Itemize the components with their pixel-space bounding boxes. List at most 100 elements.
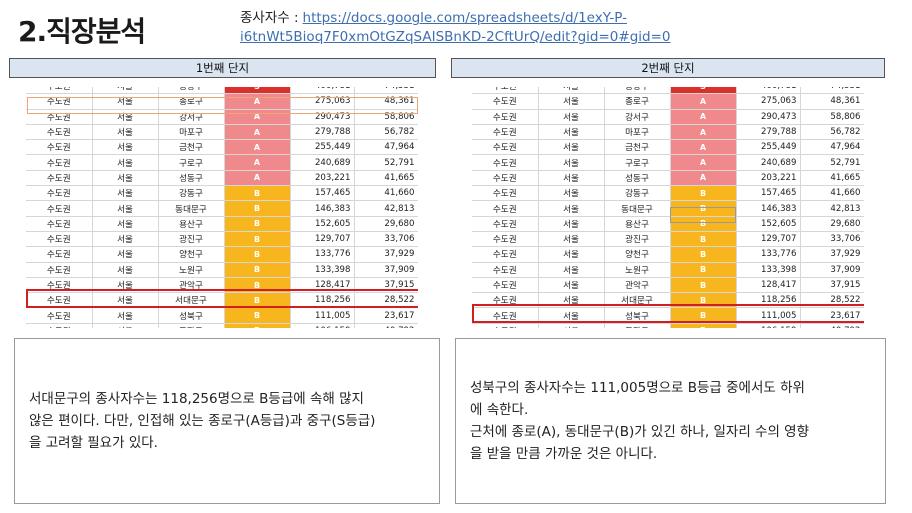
cell-workers: 23,617 xyxy=(800,307,864,324)
cell-city: 서울 xyxy=(92,307,159,324)
cell-workers: 42,813 xyxy=(800,200,864,217)
cell-city: 서울 xyxy=(92,185,159,202)
cell-grade: A xyxy=(670,154,737,171)
cell-workers: 23,617 xyxy=(354,307,418,324)
table-row: 수도권 서울 강서구 A 290,473 58,806 xyxy=(472,109,864,125)
cell-population: 133,776 xyxy=(290,246,355,263)
cell-region: 수도권 xyxy=(26,139,93,156)
cell-grade: A xyxy=(670,124,737,141)
cell-population: 255,449 xyxy=(736,139,801,156)
source-link-line2[interactable]: i6tnWt5Bioq7F0xmOtGZqSAISBnKD-2CftUrQ/ed… xyxy=(240,29,671,45)
cell-district: 용산구 xyxy=(158,216,225,232)
cell-region: 수도권 xyxy=(472,154,539,171)
cell-region: 수도권 xyxy=(26,231,93,248)
table-row: 수도권서울중랑구S400,78174,531 xyxy=(472,87,864,95)
cell-region: 수도권 xyxy=(472,124,539,141)
cell-workers: 42,813 xyxy=(354,200,418,217)
cell-city: 서울 xyxy=(538,262,605,278)
table-row: 수도권 서울 성북구 B 111,005 23,617 xyxy=(26,307,418,324)
cell-region: 수도권 xyxy=(26,246,93,263)
left-table-screenshot: 수도권서울중랑구S400,78174,531수도권서울종로구A275,06348… xyxy=(26,87,418,328)
table-row: 수도권 서울 광진구 B 129,707 33,706 xyxy=(26,231,418,248)
cell-grade: B xyxy=(224,323,291,328)
cell-workers: 29,680 xyxy=(354,216,418,232)
cell-grade: B xyxy=(670,200,737,217)
cell-district: 광진구 xyxy=(604,231,671,248)
table-row: 수도권 서울 양천구 B 133,776 37,929 xyxy=(26,246,418,263)
cell-district: 마포구 xyxy=(158,124,225,141)
cell-region: 수도권 xyxy=(472,87,539,95)
cell-city: 서울 xyxy=(538,277,605,294)
cell-district: 서대문구 xyxy=(158,292,225,309)
cell-district: 노원구 xyxy=(604,262,671,278)
cell-district: 노원구 xyxy=(158,262,225,278)
cell-population: 255,449 xyxy=(290,139,355,156)
cell-population: 290,473 xyxy=(290,109,355,125)
left-note-line: 서대문구의 종사자수는 118,256명으로 B등급에 속해 많지 xyxy=(29,391,364,407)
cell-workers: 56,782 xyxy=(354,124,418,141)
table-row: 수도권 서울 서대문구 B 118,256 28,522 xyxy=(472,292,864,309)
cell-district: 서대문구 xyxy=(604,292,671,309)
cell-grade: B xyxy=(224,246,291,263)
cell-city: 서울 xyxy=(92,154,159,171)
cell-region: 수도권 xyxy=(472,200,539,217)
cell-district: 양천구 xyxy=(604,246,671,263)
cell-district: 동대문구 xyxy=(158,200,225,217)
cell-region: 수도권 xyxy=(26,185,93,202)
cell-district: 금천구 xyxy=(158,139,225,156)
cell-city: 서울 xyxy=(538,109,605,125)
cell-city: 서울 xyxy=(92,200,159,217)
cell-workers: 74,531 xyxy=(800,87,864,95)
source-reference: 종사자수 : https://docs.google.com/spreadshee… xyxy=(240,9,671,47)
cell-city: 서울 xyxy=(92,277,159,294)
cell-region: 수도권 xyxy=(472,109,539,125)
cell-workers: 37,909 xyxy=(800,262,864,278)
cell-grade: B xyxy=(670,231,737,248)
cell-workers: 41,665 xyxy=(354,170,418,187)
cell-population: 106,159 xyxy=(736,323,801,328)
cell-population: 129,707 xyxy=(290,231,355,248)
left-note-line: 을 고려할 필요가 있다. xyxy=(29,435,158,451)
cell-region: 수도권 xyxy=(472,216,539,232)
cell-grade: B xyxy=(670,307,737,324)
cell-region: 수도권 xyxy=(472,185,539,202)
cell-region: 수도권 xyxy=(26,200,93,217)
cell-grade: B xyxy=(224,200,291,217)
cell-grade: A xyxy=(224,124,291,141)
cell-city: 서울 xyxy=(92,216,159,232)
cell-workers: 37,929 xyxy=(800,246,864,263)
cell-workers: 52,791 xyxy=(800,154,864,171)
cell-grade: B xyxy=(224,216,291,232)
cell-district: 관악구 xyxy=(158,277,225,294)
table-row: 수도권 서울 성동구 A 203,221 41,665 xyxy=(26,170,418,187)
right-banner: 2번째 단지 xyxy=(451,58,885,78)
table-row: 수도권 서울 종로구 A 275,063 48,361 xyxy=(26,93,418,110)
cell-grade: B xyxy=(670,323,737,328)
cell-population: 400,781 xyxy=(290,87,355,95)
cell-district: 마포구 xyxy=(604,124,671,141)
table-row: 수도권 서울 동대문구 B 146,383 42,813 xyxy=(472,200,864,217)
cell-district: 광진구 xyxy=(158,231,225,248)
cell-region: 수도권 xyxy=(472,231,539,248)
table-row: 수도권서울동작구B106,15940,792 xyxy=(26,323,418,328)
cell-district: 성동구 xyxy=(158,170,225,187)
cell-population: 152,605 xyxy=(290,216,355,232)
cell-region: 수도권 xyxy=(26,277,93,294)
left-note-line: 않은 편이다. 다만, 인접해 있는 종로구(A등급)과 중구(S등급) xyxy=(29,413,376,429)
cell-city: 서울 xyxy=(92,124,159,141)
cell-population: 275,063 xyxy=(736,93,801,110)
cell-district: 관악구 xyxy=(604,277,671,294)
left-analysis-box: 서대문구의 종사자수는 118,256명으로 B등급에 속해 많지 않은 편이다… xyxy=(14,338,440,504)
cell-grade: A xyxy=(670,170,737,187)
cell-city: 서울 xyxy=(538,323,605,328)
cell-city: 서울 xyxy=(538,246,605,263)
cell-population: 146,383 xyxy=(290,200,355,217)
cell-region: 수도권 xyxy=(26,216,93,232)
cell-workers: 48,361 xyxy=(800,93,864,110)
cell-district: 성북구 xyxy=(158,307,225,324)
cell-population: 203,221 xyxy=(290,170,355,187)
cell-grade: A xyxy=(670,109,737,125)
cell-population: 111,005 xyxy=(290,307,355,324)
cell-population: 118,256 xyxy=(736,292,801,309)
source-link-line1[interactable]: https://docs.google.com/spreadsheets/d/1… xyxy=(302,10,627,26)
